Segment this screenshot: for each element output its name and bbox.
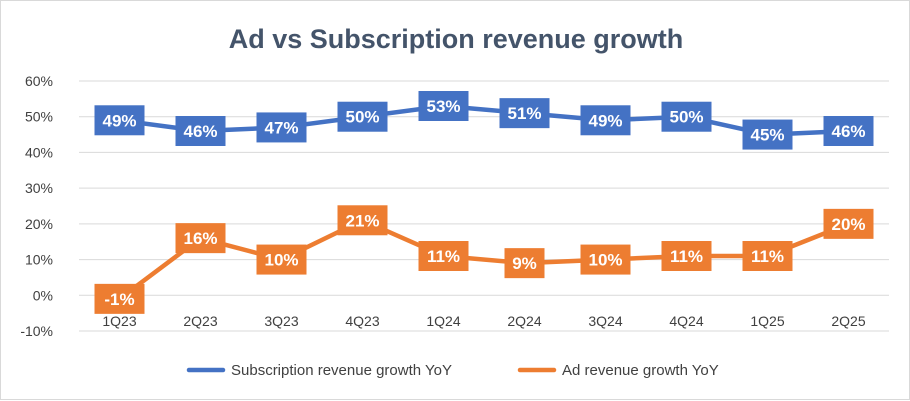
series-line-0	[117, 103, 851, 137]
y-tick-label: 0%	[33, 287, 53, 303]
y-tick-label: -10%	[20, 323, 53, 339]
data-label-box	[823, 116, 874, 146]
data-label-box	[504, 248, 545, 279]
legend-entry-0: Subscription revenue growth YoY	[231, 362, 452, 379]
x-tick-label: 1Q24	[426, 313, 460, 329]
x-tick-label: 4Q24	[669, 313, 703, 329]
data-label: 20%	[831, 215, 865, 234]
x-tick-label: 2Q24	[507, 313, 541, 329]
x-tick-label: 1Q25	[750, 313, 784, 329]
data-label-box	[661, 241, 712, 271]
x-tick-label: 4Q23	[345, 313, 379, 329]
data-label-box	[823, 208, 874, 239]
x-tick-label: 3Q24	[588, 313, 622, 329]
y-tick-label: 60%	[25, 73, 53, 89]
data-label: 10%	[264, 251, 298, 270]
data-label: 51%	[507, 104, 541, 123]
data-label-box	[661, 101, 712, 132]
data-label: 11%	[751, 247, 784, 266]
data-label-box	[94, 105, 145, 136]
data-label-box	[256, 112, 307, 143]
data-label: 49%	[102, 111, 136, 130]
data-label-box	[337, 101, 388, 132]
data-label-box	[175, 223, 226, 254]
data-label: 11%	[670, 247, 703, 266]
data-label: 10%	[588, 251, 622, 270]
data-label-box	[580, 244, 631, 275]
data-label-box	[337, 205, 388, 236]
data-label: -1%	[104, 290, 134, 309]
data-label-box	[580, 105, 631, 136]
y-tick-label: 30%	[25, 180, 53, 196]
y-tick-label: 50%	[25, 109, 53, 125]
x-tick-label: 2Q23	[183, 313, 217, 329]
legend-entry-1: Ad revenue growth YoY	[562, 362, 719, 379]
data-label-box	[742, 119, 793, 150]
y-axis-ticks: -10% 0% 10% 20% 30% 40% 50% 60%	[20, 73, 53, 339]
x-tick-label: 2Q25	[831, 313, 865, 329]
x-axis-ticks: 1Q23 2Q23 3Q23 4Q23 1Q24 2Q24 3Q24 4Q24 1Q25 2Q25	[102, 313, 865, 329]
y-tick-label: 10%	[25, 252, 53, 268]
data-label: 46%	[831, 122, 865, 141]
data-label-box	[94, 283, 145, 314]
data-label-box	[175, 116, 226, 146]
legend: Subscription revenue growth YoY Ad revenu…	[186, 362, 719, 379]
data-label: 9%	[512, 254, 537, 273]
data-label: 53%	[426, 97, 460, 116]
data-label-box	[499, 98, 550, 129]
data-label-box	[742, 241, 793, 271]
data-label-box	[418, 241, 469, 271]
y-tick-label: 20%	[25, 216, 53, 232]
data-label: 45%	[750, 126, 784, 145]
data-label: 16%	[183, 229, 217, 248]
data-label: 21%	[345, 211, 379, 230]
data-labels: 49% 46% 47% 50% 53% 51% 49% 50% 45% 46% -1% 16% 10% 2…	[94, 91, 874, 314]
x-tick-label: 3Q23	[264, 313, 298, 329]
x-tick-label: 1Q23	[102, 313, 136, 329]
data-label: 47%	[264, 118, 298, 137]
data-label: 49%	[588, 111, 622, 130]
data-label: 50%	[345, 108, 379, 127]
data-label: 46%	[183, 122, 217, 141]
y-tick-label: 40%	[25, 144, 53, 160]
data-label: 11%	[427, 247, 460, 266]
data-label-box	[256, 244, 307, 275]
series-lines	[117, 103, 851, 302]
chart-title: Ad vs Subscription revenue growth	[229, 24, 684, 54]
data-label: 50%	[669, 108, 703, 127]
series-line-1	[117, 218, 851, 302]
data-label-box	[418, 91, 469, 121]
